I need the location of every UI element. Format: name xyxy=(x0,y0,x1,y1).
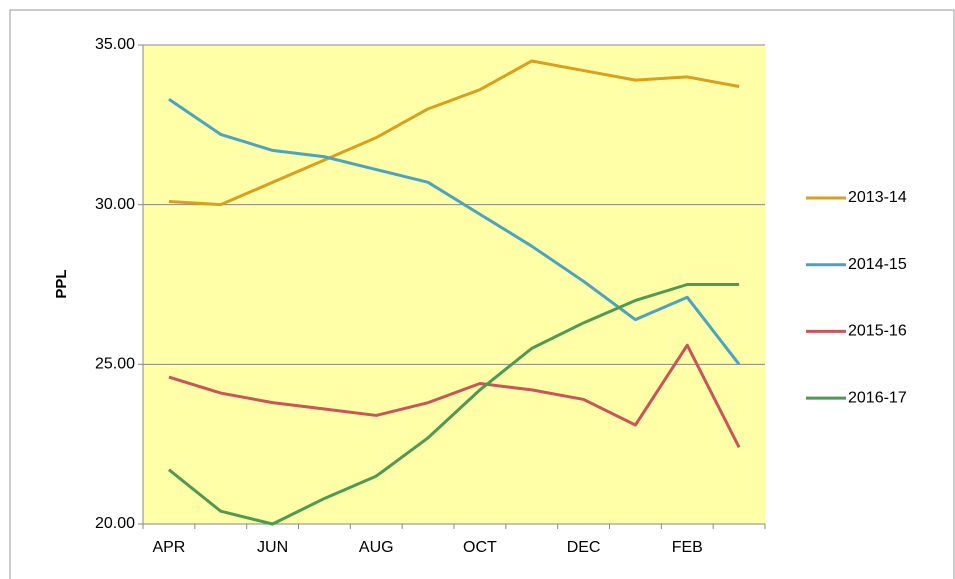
y-tick-label: 30.00 xyxy=(95,196,135,213)
legend-label: 2015-16 xyxy=(848,323,907,340)
legend-label: 2014-15 xyxy=(848,256,907,273)
x-tick-label: FEB xyxy=(672,539,703,556)
legend-label: 2013-14 xyxy=(848,189,907,206)
x-tick-label: DEC xyxy=(567,539,601,556)
y-tick-label: 35.00 xyxy=(95,36,135,53)
x-tick-label: OCT xyxy=(463,539,497,556)
line-series xyxy=(167,283,740,526)
y-axis-label: PPL xyxy=(53,269,70,298)
x-tick-label: JUN xyxy=(257,539,288,556)
line-series xyxy=(168,98,741,366)
x-tick-label: APR xyxy=(152,539,185,556)
y-tick-label: 25.00 xyxy=(95,356,135,373)
line-series xyxy=(168,343,741,449)
line-series xyxy=(168,59,740,207)
y-tick-label: 20.00 xyxy=(95,515,135,532)
plot-area xyxy=(143,45,765,524)
legend-label: 2016-17 xyxy=(848,389,907,406)
x-tick-label: AUG xyxy=(359,539,394,556)
